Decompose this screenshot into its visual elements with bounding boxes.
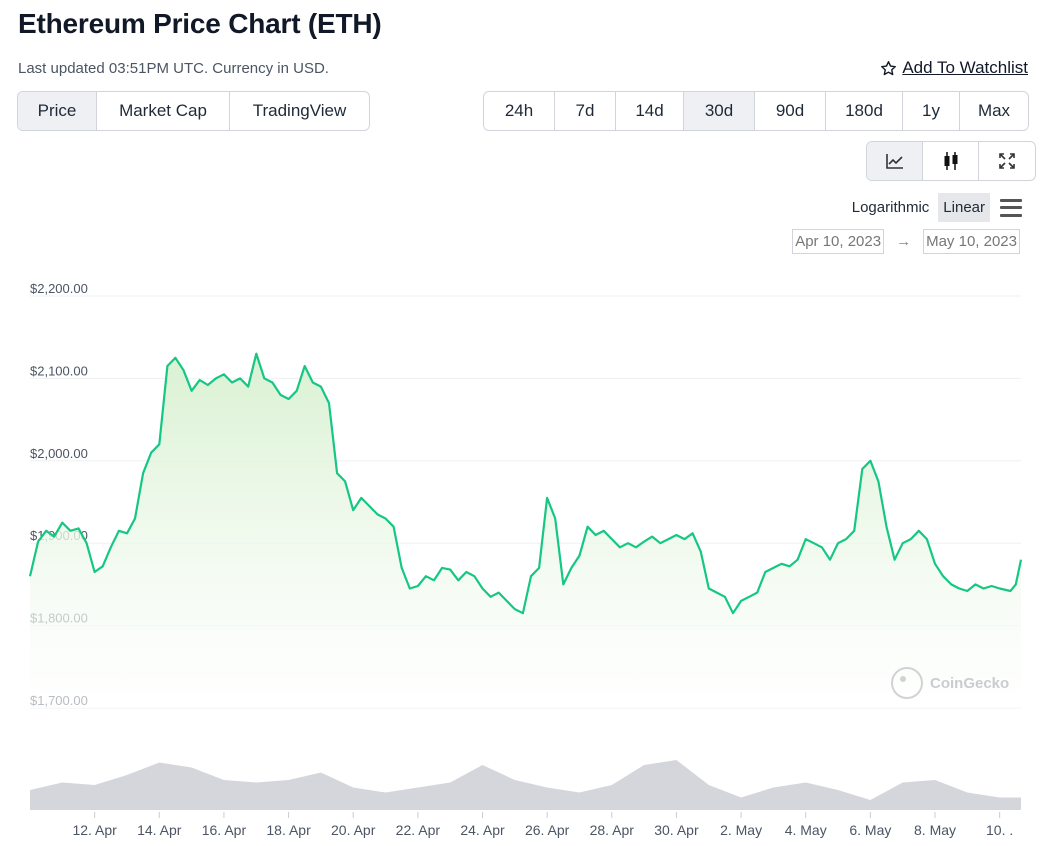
x-tick-label: 24. Apr <box>460 822 505 838</box>
x-tick-label: 12. Apr <box>72 822 117 838</box>
range-180d[interactable]: 180d <box>826 92 903 130</box>
y-tick-label: $2,100.00 <box>30 363 88 378</box>
star-outline-icon <box>881 60 897 75</box>
fullscreen-button[interactable] <box>979 142 1035 180</box>
x-tick-label: 16. Apr <box>202 822 247 838</box>
range-1y[interactable]: 1y <box>903 92 960 130</box>
chart-type-tabs <box>866 141 1036 181</box>
range-14d[interactable]: 14d <box>616 92 684 130</box>
candlestick-icon <box>944 152 957 170</box>
x-tick-label: 30. Apr <box>654 822 699 838</box>
scale-selector: Logarithmic Linear <box>847 193 1022 222</box>
fullscreen-icon <box>999 153 1015 169</box>
x-tick-label: 20. Apr <box>331 822 376 838</box>
date-to-input[interactable]: May 10, 2023 <box>923 229 1020 254</box>
tab-market-cap[interactable]: Market Cap <box>97 92 230 130</box>
add-to-watchlist-link[interactable]: Add To Watchlist <box>880 58 1028 78</box>
candlestick-button[interactable] <box>923 142 979 180</box>
tab-tradingview[interactable]: TradingView <box>252 101 347 120</box>
date-from-input[interactable]: Apr 10, 2023 <box>792 229 885 254</box>
y-tick-label: $2,000.00 <box>30 446 88 461</box>
page-title: Ethereum Price Chart (ETH) <box>18 8 382 39</box>
line-chart-button[interactable] <box>867 142 923 180</box>
date-range-arrow: → <box>896 233 912 250</box>
logarithmic-option[interactable]: Logarithmic <box>851 199 930 216</box>
volume-area <box>30 760 1021 810</box>
x-tick-label: 10. . <box>986 822 1013 838</box>
y-tick-label: $2,200.00 <box>30 281 88 296</box>
x-tick-label: 26. Apr <box>525 822 570 838</box>
x-tick-label: 2. May <box>720 822 762 838</box>
range-max[interactable]: Max <box>977 101 1011 120</box>
x-tick-label: 18. Apr <box>266 822 311 838</box>
price-chart[interactable]: $1,700.00$1,800.00$1,900.00$2,000.00$2,1… <box>0 270 1046 846</box>
coingecko-watermark: CoinGecko <box>891 667 1009 699</box>
time-range-tabs: 24h 7d 14d 30d 90d 180d 1y Max <box>483 91 1029 131</box>
linear-option[interactable]: Linear <box>938 193 990 222</box>
line-chart-icon <box>885 154 903 169</box>
x-tick-label: 14. Apr <box>137 822 182 838</box>
x-tick-label: 22. Apr <box>396 822 441 838</box>
view-tabs: Price Market Cap TradingView <box>17 91 370 131</box>
last-updated-text: Last updated 03:51PM UTC. Currency in US… <box>18 60 329 77</box>
date-range: Apr 10, 2023 → May 10, 2023 <box>792 229 1020 254</box>
watermark-text: CoinGecko <box>930 675 1009 692</box>
x-tick-label: 8. May <box>914 822 956 838</box>
range-30d[interactable]: 30d <box>684 92 755 130</box>
tab-price[interactable]: Price <box>18 92 97 130</box>
range-90d[interactable]: 90d <box>755 92 826 130</box>
range-7d[interactable]: 7d <box>555 92 616 130</box>
hamburger-menu-icon[interactable] <box>1000 198 1022 217</box>
x-tick-label: 6. May <box>849 822 891 838</box>
watchlist-label: Add To Watchlist <box>902 58 1028 77</box>
x-tick-label: 28. Apr <box>590 822 635 838</box>
range-24h[interactable]: 24h <box>484 92 555 130</box>
price-line <box>28 352 1023 615</box>
x-tick-label: 4. May <box>785 822 827 838</box>
price-area <box>30 353 1021 708</box>
